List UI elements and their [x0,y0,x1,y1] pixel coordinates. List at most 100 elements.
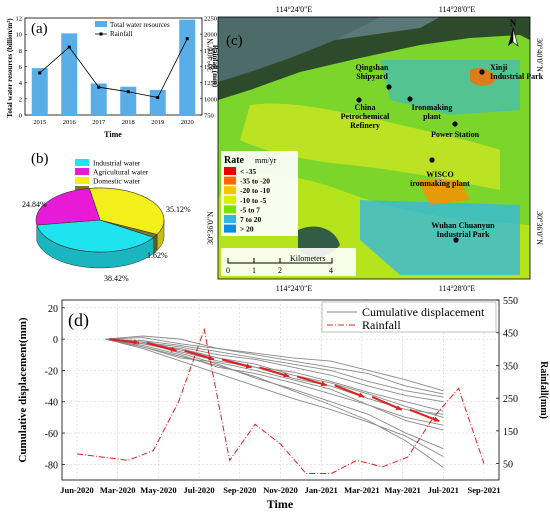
map-legend-label: -20 to -10 [240,186,270,195]
legend-rainfall-label-d: Rainfall [362,318,401,332]
displacement-series-5 [105,335,444,395]
map-left-lat-1: 30°40'0"N [206,38,215,72]
trend-arrow-head [320,381,327,387]
d-y2tick-label: 150 [503,427,518,438]
trend-arrow-head [433,416,440,422]
site-label-wisco: WISCO ironmaking plant [410,170,470,188]
panel-b-label: (b) [31,151,49,167]
pie-label-others: 1.62% [147,251,168,260]
displacement-series-4 [105,338,444,431]
bar-2019 [149,89,166,115]
site-label-ironmaking: Ironmaking plant [412,103,453,121]
panel-b-pie [35,187,165,269]
panel-a-bars [31,19,196,115]
a-ytick-label: 4 [19,80,23,87]
site-marker-wisco [429,157,435,163]
a-ytick-label: 0 [19,113,22,120]
d-ytick-label: 0 [53,335,58,346]
a-xtick-label: 2015 [33,119,46,126]
map-left-lat-2: 30°36'0"N [206,211,215,245]
panel-a-label: (a) [31,21,48,37]
rainfall-point-2020 [185,37,189,41]
panel-d-label: (d) [68,310,89,331]
a-ytick-label: 12 [16,16,23,23]
map-site-labels: Qingshan Shipyard Xinji Industrial Park Chin… [341,63,544,243]
svg-text:2: 2 [278,266,282,275]
map-red-patch [470,68,495,86]
d-xtick-label: Mar-2020 [100,485,136,495]
site-marker-qingshan [386,84,392,90]
north-arrow-icon: N [508,18,519,47]
a-y2tick-label: 750 [204,113,214,120]
d-ytick-label: -80 [45,460,58,471]
panel-c-label: (c) [226,33,243,49]
pie-legend-label: Agricultural water [93,168,149,177]
map-legend-title: Rate [224,155,245,166]
panel-d-y2label: Rainfall(mm) [538,361,549,419]
displacement-series-1 [105,338,444,403]
svg-text:1: 1 [252,266,256,275]
panel-a-y-ticks: 0 2 4 6 8 10 12 [16,16,27,120]
panel-d-legend [321,301,497,333]
d-xtick-label: May-2020 [140,485,176,495]
a-xtick-label: 2020 [181,119,194,126]
panel-a-y2-ticks: 750 1000 1250 1500 1750 2000 2250 [200,16,217,120]
a-ytick-label: 2 [19,96,22,103]
svg-text:N: N [510,18,517,28]
map-blue-zone-south [360,200,520,275]
trend-arrow-head [133,339,140,345]
bar-2020 [179,19,196,115]
panel-d-rainfall-line [76,327,485,474]
pie-label-domestic: 35.12% [166,205,191,214]
bar-2016 [61,33,78,115]
panel-d-y2-ticks: 50 150 250 350 450 550 [496,296,518,471]
map-legend-swatch [224,205,236,214]
bar-2018 [120,86,137,115]
map-scale-bar: 0 1 2 4 Kilometers [221,248,356,276]
map-river-bank [335,17,440,40]
site-label-power: Power Station [431,130,480,139]
legend-water-swatch [95,21,107,27]
map-legend-swatch [224,215,236,223]
trend-arrow-head [358,392,365,398]
legend-displacement-label: Cumulative displacement [362,305,485,319]
rainfall-point-2015 [38,71,42,75]
pie-legend-label: Industrial water [93,159,141,168]
d-xtick-label: Mar-2021 [344,485,380,495]
map-legend-swatch [224,195,236,204]
d-xtick-label: Jan-2021 [305,485,338,495]
panel-a-xlabel: Time [104,130,122,139]
d-xtick-label: May-2021 [384,485,420,495]
panel-a-bar-line-chart: (a) 0 2 4 6 8 10 12 750 1000 1250 1500 1750 2000 225… [6,16,219,140]
panel-d-trend-arrows [109,338,440,423]
d-ytick-label: -20 [45,366,58,377]
bar-2017 [90,83,107,115]
displacement-series-12 [105,338,444,468]
map-bottom-lon-1: 114°24'0"E [276,284,313,293]
map-frame [217,16,531,280]
legend-rainfall-marker [99,32,103,36]
d-xtick-label: Jun-2020 [60,485,94,495]
panel-c-map: 114°24'0"E 114°28'0"E 114°24'0"E 114°28'… [206,5,544,293]
rainfall-point-2019 [156,96,160,100]
map-right-lat-2: 30°36'0"N [535,211,544,245]
map-legend-label: -5 to 7 [240,205,260,214]
map-orange-patch [418,180,470,205]
pie-legend-label: Domestic water [93,177,141,186]
pie-slice-agricultural-water [35,188,101,226]
panel-d-ylabel: Cumulative displacement(mm) [17,317,29,462]
site-marker-power [452,121,458,127]
rainfall-line-path [39,38,188,98]
d-ytick-label: -60 [45,429,58,440]
map-legend-unit: mm/yr [255,156,277,165]
panel-a-ylabel: Total water resources (billion/m³) [6,18,14,118]
panel-d-x-ticks: Jun-2020 Mar-2020 May-2020 Jul-2020 Sep-2020… [60,485,500,495]
site-marker-china [356,97,362,103]
a-ytick-label: 10 [16,32,23,39]
map-right-lat-1: 30°40'0"N [535,38,544,72]
trend-arrow-head [283,372,290,378]
trend-arrow-head [395,405,402,411]
site-label-wuhan: Wuhan Chuanyun Industrial Park [431,221,495,239]
